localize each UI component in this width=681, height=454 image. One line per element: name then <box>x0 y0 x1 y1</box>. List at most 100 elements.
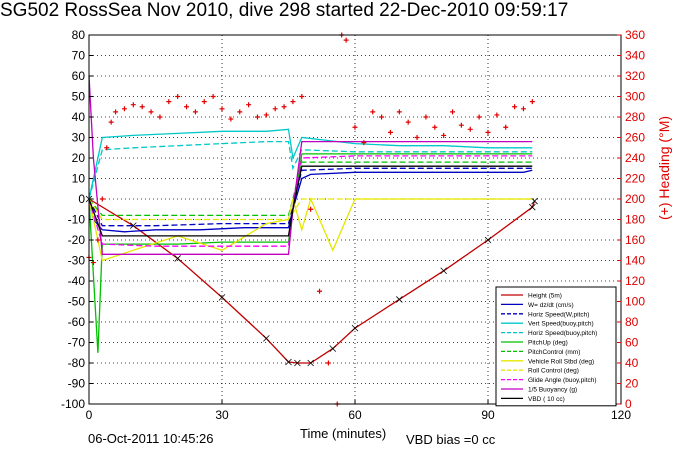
x-axis-label: Time (minutes) <box>300 426 387 441</box>
heading-point <box>361 140 367 146</box>
series-layer <box>85 32 538 407</box>
height-marker <box>130 222 137 229</box>
heading-point <box>166 99 172 105</box>
heading-point <box>379 114 385 120</box>
y-tick-label: 10 <box>72 172 86 186</box>
series-heading-markers <box>86 32 535 407</box>
legend: Height (5m) W= dz/dt (cm/s) Horiz Speed(W,… <box>495 286 617 407</box>
heading-point <box>210 94 216 99</box>
heading-point <box>104 145 110 151</box>
heading-point <box>370 109 376 115</box>
heading-point <box>467 126 473 132</box>
height-marker <box>484 236 492 244</box>
heading-point <box>352 124 358 130</box>
series-line <box>88 128 533 200</box>
y2-tick-label: 140 <box>625 254 645 268</box>
series-line <box>88 153 533 353</box>
y2-tick-label: 340 <box>625 49 645 63</box>
heading-point <box>219 106 225 112</box>
y2-tick-label: 360 <box>625 28 645 42</box>
height-marker <box>529 203 536 211</box>
height-marker <box>396 296 403 303</box>
y2-tick-label: 240 <box>625 151 645 165</box>
vbd-bias-label: VBD bias =0 cc <box>406 432 496 447</box>
heading-point <box>148 109 154 115</box>
y2-tick-label: 40 <box>625 356 639 370</box>
legend-entry: Horiz Speed(buoy,pitch) <box>528 330 597 337</box>
heading-point <box>405 119 411 125</box>
y2-tick-label: 280 <box>625 110 645 124</box>
y-tick-label: -80 <box>68 356 86 370</box>
y-tick-label: 70 <box>72 49 86 63</box>
height-marker <box>531 197 538 205</box>
y-tick-label: -70 <box>68 336 86 350</box>
series-line <box>88 198 533 221</box>
heading-point <box>343 37 349 43</box>
y-tick-label: 80 <box>72 28 86 42</box>
y-tick-label: -60 <box>68 315 86 329</box>
series-line <box>88 167 533 227</box>
heading-point <box>201 99 207 105</box>
y2-tick-label: 120 <box>625 274 645 288</box>
heading-point <box>512 104 518 110</box>
heading-point <box>130 102 136 108</box>
legend-entry: Vert Speed(buoy,pitch) <box>528 321 594 328</box>
legend-entry: Glide Angle (buoy,pitch) <box>528 377 597 384</box>
legend-entry: Roll Control (deg) <box>528 368 579 375</box>
y2-tick-label: 260 <box>625 131 645 145</box>
y-tick-label: -30 <box>68 254 86 268</box>
y2-tick-label: 20 <box>625 377 639 391</box>
y-tick-label: -90 <box>68 377 86 391</box>
heading-point <box>450 109 456 115</box>
heading-point <box>113 109 119 115</box>
heading-point <box>139 104 145 110</box>
y-tick-label: 60 <box>72 69 86 83</box>
heading-point <box>254 114 260 120</box>
y-tick-label: -100 <box>61 397 85 411</box>
y-tick-label: 30 <box>72 131 86 145</box>
heading-point <box>423 114 429 120</box>
heading-point <box>308 206 314 212</box>
y-tick-label: -40 <box>68 274 86 288</box>
heading-point <box>228 116 234 122</box>
y-tick-label: 0 <box>78 192 85 206</box>
y-tick-label: -50 <box>68 295 86 309</box>
x-tick-label: 0 <box>86 408 93 422</box>
x-tick-label: 30 <box>215 408 229 422</box>
heading-point <box>237 109 243 115</box>
series-line <box>88 198 536 364</box>
series-line <box>88 165 533 237</box>
timestamp-label: 06-Oct-2011 10:45:26 <box>88 431 214 446</box>
heading-point <box>90 260 96 266</box>
height-marker <box>294 359 301 367</box>
legend-entry: VBD ( 10 cc) <box>528 396 565 403</box>
heading-point <box>184 104 190 110</box>
y2-tick-label: 100 <box>625 295 645 309</box>
y-tick-label: 20 <box>72 151 86 165</box>
height-marker <box>307 359 314 367</box>
y-tick-label: 40 <box>72 110 86 124</box>
heading-point <box>485 129 491 135</box>
heading-point <box>503 124 509 130</box>
legend-entry: Height (5m) <box>528 293 562 300</box>
heading-point <box>317 288 323 294</box>
heading-point <box>121 106 127 112</box>
y-tick-label: 50 <box>72 90 86 104</box>
legend-entry: 1/5 Buoyancy (g) <box>528 387 577 394</box>
y2-tick-label: 80 <box>625 315 639 329</box>
y-tick-label: -20 <box>68 233 86 247</box>
heading-point <box>441 132 447 138</box>
legend-entry: Vehicle Roll Stbd (deg) <box>528 358 594 365</box>
y2-tick-label: 0 <box>625 397 632 411</box>
heading-point <box>387 129 393 135</box>
x-tick-label: 120 <box>611 408 631 422</box>
heading-point <box>99 196 105 202</box>
heading-point <box>175 94 181 99</box>
heading-point <box>263 112 269 118</box>
axis-ticks: -100-90-80-70-60-50-40-30-20-10010203040… <box>61 28 645 422</box>
heading-point <box>272 106 278 112</box>
y2-tick-label: 220 <box>625 172 645 186</box>
heading-point <box>108 119 114 125</box>
heading-point <box>396 109 402 115</box>
height-marker <box>440 267 447 275</box>
